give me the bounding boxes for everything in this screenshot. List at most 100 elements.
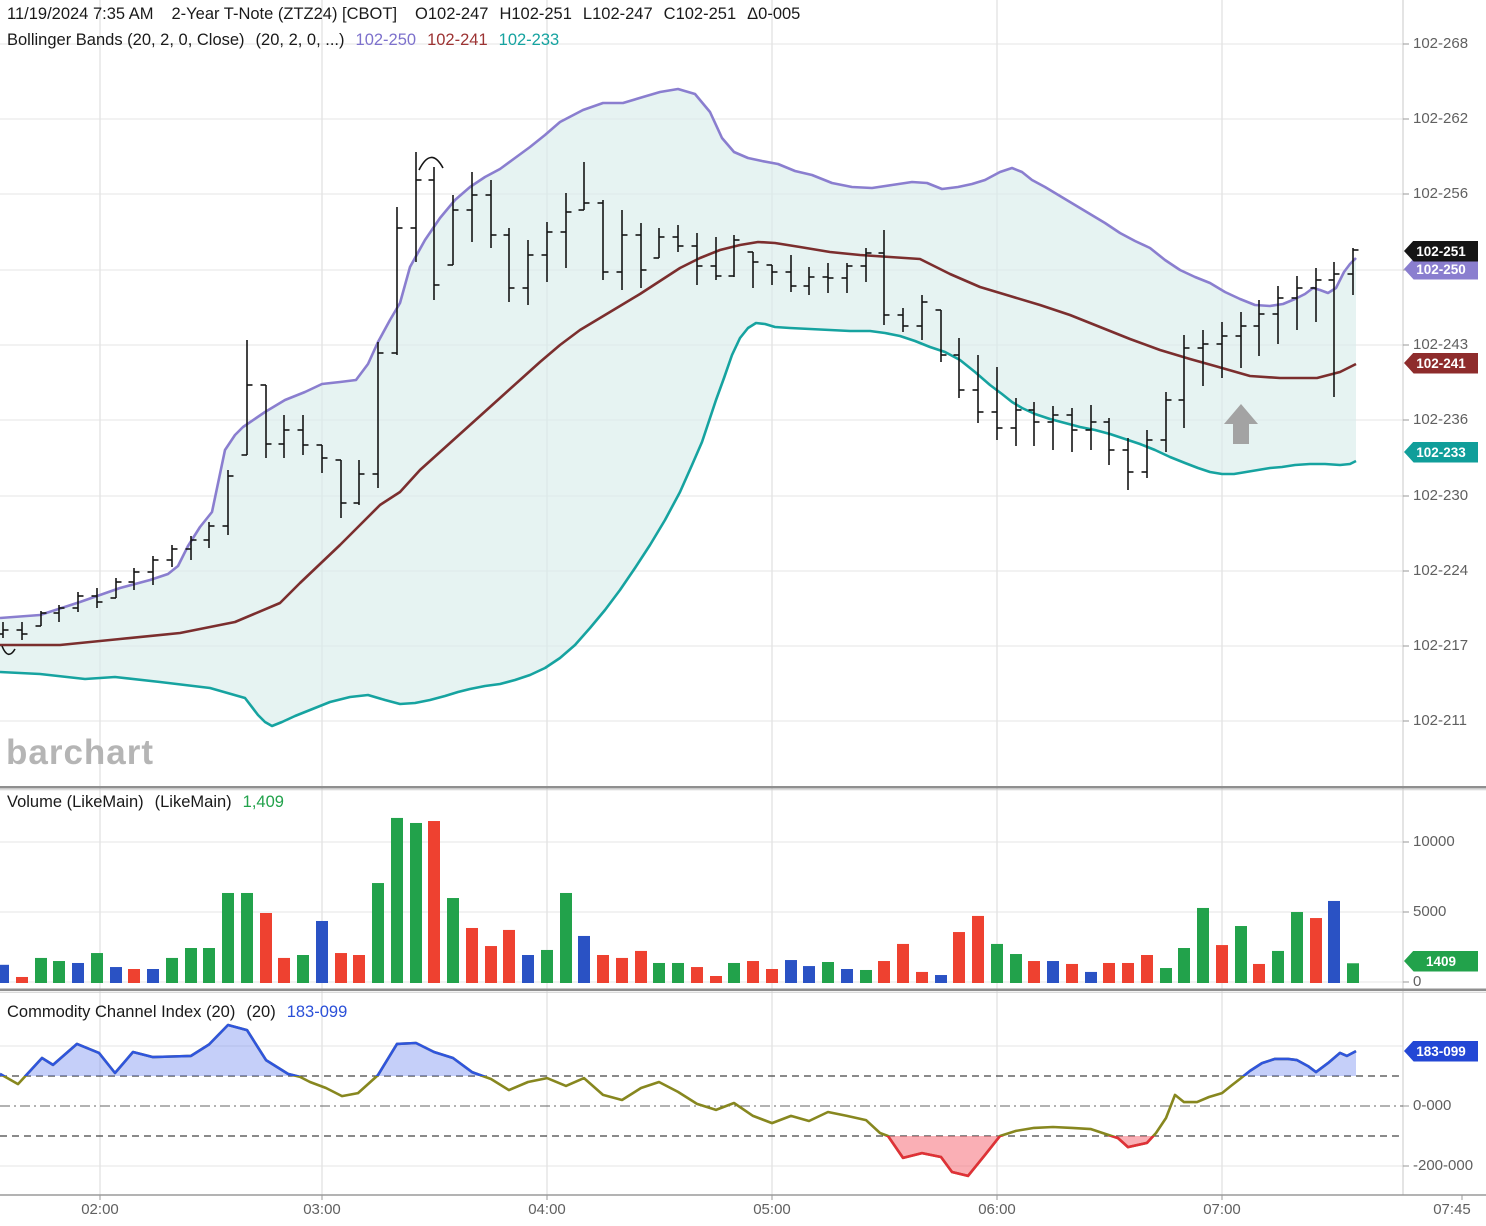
volume-bar — [72, 962, 84, 983]
volume-bar — [1122, 962, 1134, 983]
volume-badge: 1409 — [1404, 950, 1478, 972]
volume-bar — [110, 967, 122, 983]
time-axis-label: 07:00 — [1203, 1201, 1241, 1218]
volume-bar — [166, 957, 178, 983]
cci-axis-label: -200-000 — [1413, 1157, 1474, 1174]
volume-bar — [1010, 954, 1022, 983]
cci-value: 183-099 — [286, 1003, 348, 1021]
volume-axis-label: 10000 — [1413, 833, 1455, 850]
volume-bar — [260, 913, 272, 983]
volume-axis-label: 5000 — [1413, 903, 1447, 920]
volume-bar — [935, 975, 947, 983]
volume-bar — [1178, 948, 1190, 983]
volume-bar — [1291, 912, 1303, 983]
volume-bar — [1235, 926, 1247, 983]
price-axis-scale[interactable] — [1403, 0, 1486, 1195]
cci-line-above — [0, 1023, 1357, 1076]
volume-bar — [410, 822, 422, 983]
separator-main-volume — [0, 786, 1486, 789]
volume-bar — [897, 943, 909, 983]
bollinger-upper-value: 102-250 — [355, 31, 417, 49]
volume-bar — [372, 883, 384, 983]
volume-bar — [466, 927, 478, 983]
volume-bar — [241, 892, 253, 983]
volume-bar — [878, 961, 890, 983]
volume-bar — [1047, 961, 1059, 983]
indicator-params: (20, 2, 0, ...) — [255, 31, 345, 49]
volume-bar — [1272, 950, 1284, 983]
arc-annotation — [418, 156, 444, 171]
volume-bar — [1216, 945, 1228, 983]
time-axis-label: 05:00 — [753, 1201, 791, 1218]
volume-bar — [1028, 961, 1040, 983]
volume-bar — [1103, 962, 1115, 983]
bollinger-fill — [0, 89, 1356, 726]
volume-bar — [503, 929, 515, 983]
volume-bar — [972, 915, 984, 983]
price-axis-label: 102-243 — [1413, 336, 1469, 353]
volume-bar — [710, 976, 722, 983]
volume-bar — [560, 892, 572, 983]
volume-bar — [428, 821, 440, 983]
volume-pane[interactable] — [0, 790, 1403, 988]
time-axis-label: 07:45 — [1433, 1201, 1471, 1218]
cci-pane[interactable] — [0, 992, 1403, 1195]
volume-bar — [391, 817, 403, 983]
up-arrow-annotation — [1224, 404, 1258, 444]
quote-high: H102-251 — [499, 5, 572, 23]
volume-bar — [1347, 963, 1359, 983]
cci-above-fill — [0, 1025, 1356, 1076]
volume-bar — [541, 949, 553, 983]
volume-bar — [316, 920, 328, 983]
volume-bar — [991, 943, 1003, 983]
volume-bar — [147, 969, 159, 983]
volume-bar — [1141, 955, 1153, 983]
volume-bar — [297, 955, 309, 983]
volume-bar — [522, 955, 534, 983]
volume-bar — [1328, 900, 1340, 983]
volume-bar — [278, 957, 290, 983]
volume-bar — [578, 935, 590, 983]
volume-bar — [335, 953, 347, 983]
volume-bar — [222, 892, 234, 983]
quote-close: C102-251 — [663, 5, 737, 23]
quote-datetime: 11/19/2024 7:35 AM — [7, 5, 154, 23]
volume-bar — [635, 950, 647, 983]
volume-bar — [1160, 968, 1172, 983]
volume-bar — [91, 953, 103, 983]
volume-bar — [1310, 918, 1322, 983]
volume-bar — [728, 962, 740, 983]
volume-indicator-params: (LikeMain) — [154, 793, 232, 811]
cci-header: Commodity Channel Index (20) (20) 183-099 — [7, 1003, 347, 1022]
volume-bar — [1085, 971, 1097, 983]
price-axis-label: 102-268 — [1413, 35, 1469, 52]
bollinger-lower-line — [0, 321, 1357, 728]
volume-bar — [672, 962, 684, 983]
price-axis-label: 102-224 — [1413, 562, 1469, 579]
bollinger-upper-line — [0, 87, 1357, 620]
volume-bar — [803, 966, 815, 983]
volume-bar — [485, 946, 497, 983]
volume-bar — [766, 969, 778, 983]
time-axis-label: 02:00 — [81, 1201, 119, 1218]
volume-bar — [1066, 963, 1078, 983]
price-badge-102-233: 102-233 — [1404, 441, 1478, 463]
price-pane[interactable] — [0, 0, 1403, 786]
separator-volume-cci — [0, 988, 1486, 991]
volume-bar — [16, 976, 28, 983]
volume-bar — [597, 955, 609, 983]
bollinger-middle-value: 102-241 — [427, 31, 488, 49]
cci-indicator-params: (20) — [246, 1003, 276, 1021]
bollinger-middle-line — [0, 240, 1357, 647]
volume-bar — [822, 962, 834, 983]
volume-bar — [447, 898, 459, 983]
barchart-logo: barchart — [6, 733, 155, 772]
price-axis-label: 102-230 — [1413, 487, 1469, 504]
time-axis-label: 03:00 — [303, 1201, 341, 1218]
volume-bar — [953, 932, 965, 983]
price-axis-label: 102-211 — [1413, 712, 1467, 729]
volume-bar — [653, 962, 665, 983]
volume-bar — [1197, 907, 1209, 983]
